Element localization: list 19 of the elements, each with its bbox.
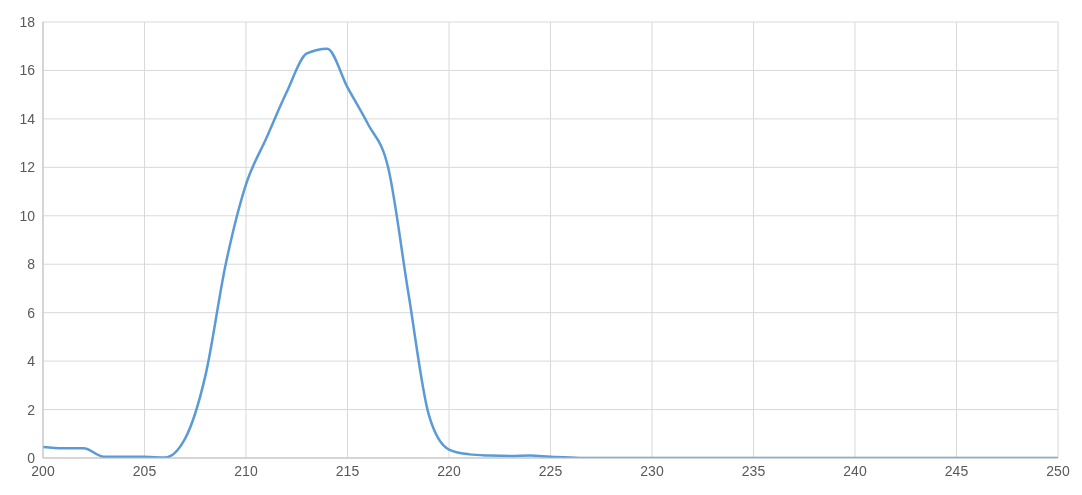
y-tick-label: 8 — [27, 256, 36, 273]
y-tick-label: 18 — [19, 13, 36, 30]
y-tick-label: 2 — [27, 401, 36, 418]
x-tick-label: 205 — [132, 462, 157, 479]
y-tick-label: 14 — [19, 110, 36, 127]
y-tick-label: 16 — [19, 62, 36, 79]
x-tick-label: 240 — [843, 462, 867, 479]
y-tick-label: 6 — [27, 304, 36, 321]
x-tick-label: 210 — [234, 462, 258, 479]
y-tick-label: 12 — [19, 159, 36, 176]
x-tick-label: 250 — [1046, 462, 1070, 479]
x-tick-label: 235 — [741, 462, 766, 479]
x-tick-label: 230 — [640, 462, 664, 479]
y-tick-label: 4 — [27, 353, 36, 370]
x-tick-label: 215 — [335, 462, 360, 479]
x-tick-label: 225 — [538, 462, 563, 479]
x-tick-label: 245 — [944, 462, 969, 479]
y-tick-label: 10 — [19, 207, 36, 224]
x-tick-label: 220 — [437, 462, 461, 479]
